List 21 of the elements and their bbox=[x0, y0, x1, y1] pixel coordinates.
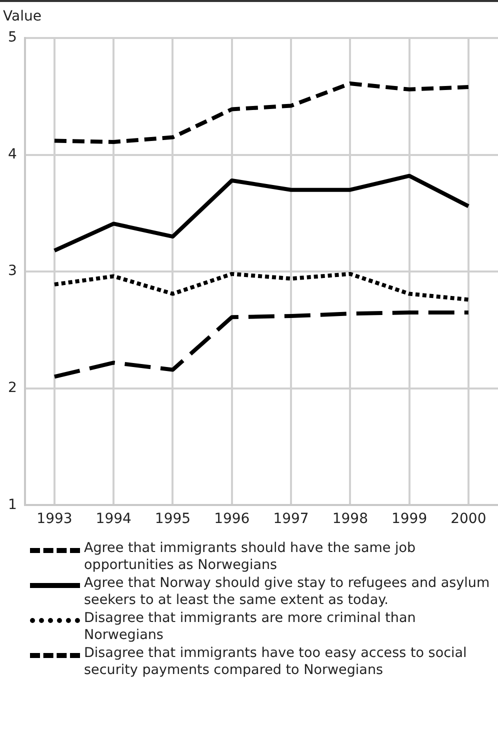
line-series bbox=[52, 272, 470, 302]
legend-label: Disagree that immigrants are more criminal than Norwegians bbox=[84, 610, 417, 644]
y-tick-label: 5 bbox=[8, 30, 17, 46]
x-tick-label: 1999 bbox=[391, 511, 428, 528]
x-tick-label: 1998 bbox=[332, 511, 368, 528]
x-tick-label: 1996 bbox=[214, 511, 250, 528]
y-tick-label: 4 bbox=[8, 146, 17, 162]
x-tick-label: 1993 bbox=[36, 511, 72, 528]
x-tick-label: 1994 bbox=[96, 511, 132, 528]
x-tick-label: 1997 bbox=[273, 511, 309, 528]
legend-label: Agree that immigrants should have the same job opportunities as Norwegians bbox=[84, 540, 417, 574]
x-tick-label: 1995 bbox=[154, 511, 191, 528]
y-tick-label: 2 bbox=[8, 380, 17, 396]
legend-label: Agree that Norway should give stay to refugees and asylum seekers to at least the same extent as today. bbox=[84, 575, 491, 609]
y-axis-title: Value bbox=[3, 8, 42, 25]
y-tick-label: 3 bbox=[8, 263, 17, 280]
legend-label: Disagree that immigrants have too easy access to social security payments compared to Norwegians bbox=[84, 645, 468, 679]
x-tick-label: 2000 bbox=[450, 511, 486, 528]
line-series bbox=[52, 82, 470, 144]
y-tick-label: 1 bbox=[8, 496, 17, 513]
line-series bbox=[52, 310, 470, 379]
